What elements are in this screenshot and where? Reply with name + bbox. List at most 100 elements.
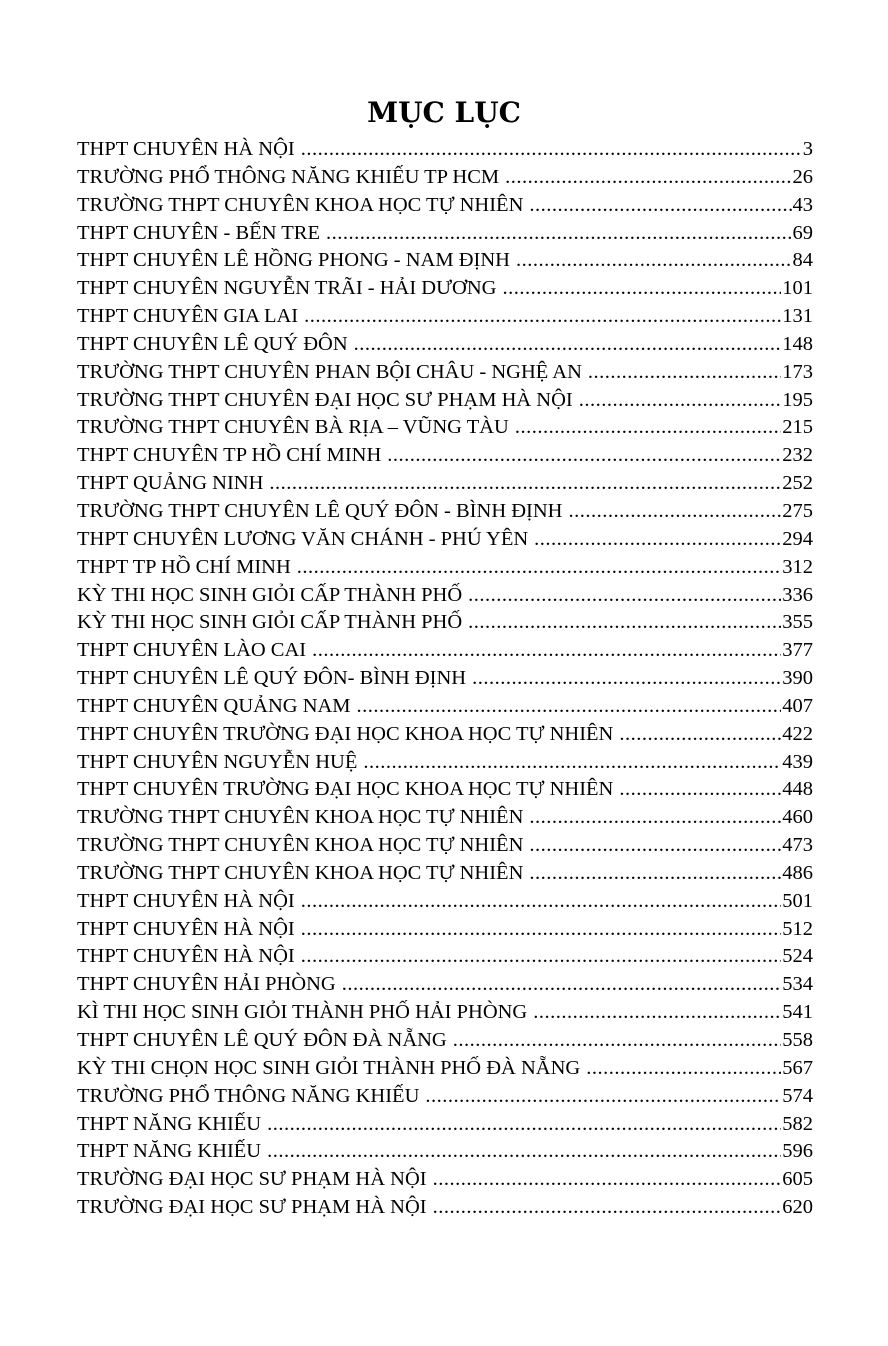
toc-entry[interactable]: THPT CHUYÊN LÊ QUÝ ĐÔN- BÌNH ĐỊNH 390 <box>77 665 813 693</box>
toc-entry-title: THPT CHUYÊN LÊ QUÝ ĐÔN ĐÀ NẴNG <box>77 1029 447 1051</box>
toc-entry-page: 460 <box>782 806 813 829</box>
toc-entry[interactable]: KÌ THI HỌC SINH GIỎI THÀNH PHỐ HẢI PHÒNG… <box>77 999 813 1027</box>
toc-entry-title: THPT CHUYÊN HÀ NỘI <box>77 889 295 912</box>
toc-entry-title: THPT CHUYÊN LÊ HỒNG PHONG - NAM ĐỊNH <box>77 249 510 272</box>
dot-leader <box>301 136 802 164</box>
toc-entry-page: 355 <box>782 611 813 634</box>
toc-entry[interactable]: KỲ THI CHỌN HỌC SINH GIỎI THÀNH PHỐ ĐÀ N… <box>77 1055 813 1083</box>
toc-entry[interactable]: TRƯỜNG THPT CHUYÊN PHAN BỘI CHÂU - NGHỆ … <box>77 359 813 387</box>
toc-entry[interactable]: KỲ THI HỌC SINH GIỎI CẤP THÀNH PHỐ 336 <box>77 582 813 610</box>
toc-entry-title: KÌ THI HỌC SINH GIỎI THÀNH PHỐ HẢI PHÒNG <box>77 1001 528 1024</box>
toc-entry[interactable]: THPT CHUYÊN TP HỒ CHÍ MINH 232 <box>77 442 813 470</box>
toc-entry[interactable]: TRƯỜNG THPT CHUYÊN BÀ RỊA – VŨNG TÀU 215 <box>77 414 813 442</box>
toc-entry-page: 101 <box>782 277 813 300</box>
toc-entry-page: 232 <box>782 444 813 467</box>
toc-entry[interactable]: TRƯỜNG THPT CHUYÊN KHOA HỌC TỰ NHIÊN 43 <box>77 192 813 220</box>
dot-leader <box>515 414 781 442</box>
toc-entry[interactable]: THPT CHUYÊN - BẾN TRE 69 <box>77 220 813 248</box>
toc-entry[interactable]: THPT CHUYÊN LÊ QUÝ ĐÔN ĐÀ NẴNG 558 <box>77 1027 813 1055</box>
toc-entry[interactable]: THPT CHUYÊN LÀO CAI 377 <box>77 637 813 665</box>
dot-leader <box>516 247 792 275</box>
toc-entry[interactable]: THPT CHUYÊN NGUYỄN TRÃI - HẢI DƯƠNG 101 <box>77 275 813 303</box>
toc-entry-page: 501 <box>782 889 813 912</box>
toc-entry[interactable]: TRƯỜNG ĐẠI HỌC SƯ PHẠM HÀ NỘI 605 <box>77 1166 813 1194</box>
toc-entry[interactable]: THPT CHUYÊN TRƯỜNG ĐẠI HỌC KHOA HỌC TỰ N… <box>77 776 813 804</box>
toc-entry-page: 377 <box>782 639 813 662</box>
dot-leader <box>433 1194 782 1222</box>
toc-entry[interactable]: TRƯỜNG THPT CHUYÊN ĐẠI HỌC SƯ PHẠM HÀ NỘ… <box>77 387 813 415</box>
toc-entry[interactable]: TRƯỜNG PHỔ THÔNG NĂNG KHIẾU TP HCM 26 <box>77 164 813 192</box>
toc-entry[interactable]: THPT CHUYÊN LÊ HỒNG PHONG - NAM ĐỊNH 84 <box>77 247 813 275</box>
toc-entry[interactable]: THPT NĂNG KHIẾU 596 <box>77 1138 813 1166</box>
table-of-contents: THPT CHUYÊN HÀ NỘI 3 TRƯỜNG PHỔ THÔNG NĂNG… <box>77 136 813 1222</box>
toc-entry-page: 558 <box>782 1029 813 1051</box>
dot-leader <box>529 860 781 888</box>
toc-entry-title: THPT CHUYÊN LÊ QUÝ ĐÔN <box>77 332 348 355</box>
toc-entry-title: THPT CHUYÊN TP HỒ CHÍ MINH <box>77 444 382 467</box>
dot-leader <box>425 1083 781 1111</box>
toc-entry-page: 541 <box>782 1001 813 1024</box>
toc-entry[interactable]: THPT CHUYÊN GIA LAI 131 <box>77 303 813 331</box>
dot-leader <box>301 916 782 944</box>
dot-leader <box>267 1111 781 1139</box>
toc-entry[interactable]: TRƯỜNG ĐẠI HỌC SƯ PHẠM HÀ NỘI 620 <box>77 1194 813 1222</box>
toc-entry-title: TRƯỜNG THPT CHUYÊN BÀ RỊA – VŨNG TÀU <box>77 416 509 439</box>
toc-entry-title: THPT CHUYÊN HẢI PHÒNG <box>77 973 336 996</box>
toc-entry-title: THPT CHUYÊN LƯƠNG VĂN CHÁNH - PHÚ YÊN <box>77 527 529 550</box>
toc-entry-page: 252 <box>782 472 813 495</box>
toc-entry[interactable]: THPT CHUYÊN HÀ NỘI 524 <box>77 943 813 971</box>
toc-entry-page: 486 <box>782 861 813 884</box>
toc-entry[interactable]: THPT CHUYÊN LÊ QUÝ ĐÔN 148 <box>77 331 813 359</box>
toc-entry-title: TRƯỜNG THPT CHUYÊN KHOA HỌC TỰ NHIÊN <box>77 861 524 884</box>
toc-entry-title: THPT CHUYÊN HÀ NỘI <box>77 945 295 968</box>
toc-entry-page: 336 <box>782 583 813 606</box>
toc-entry-page: 195 <box>782 388 813 411</box>
toc-entry[interactable]: KỲ THI HỌC SINH GIỎI CẤP THÀNH PHỐ 355 <box>77 609 813 637</box>
toc-entry-page: 26 <box>792 165 814 188</box>
dot-leader <box>304 303 781 331</box>
toc-entry[interactable]: THPT CHUYÊN QUẢNG NAM 407 <box>77 693 813 721</box>
toc-entry[interactable]: THPT QUẢNG NINH 252 <box>77 470 813 498</box>
toc-entry-title: TRƯỜNG THPT CHUYÊN KHOA HỌC TỰ NHIÊN <box>77 806 524 829</box>
dot-leader <box>453 1027 782 1055</box>
toc-entry[interactable]: TRƯỜNG THPT CHUYÊN KHOA HỌC TỰ NHIÊN 460 <box>77 804 813 832</box>
dot-leader <box>433 1166 782 1194</box>
toc-entry[interactable]: THPT CHUYÊN HÀ NỘI 501 <box>77 888 813 916</box>
toc-entry-title: KỲ THI HỌC SINH GIỎI CẤP THÀNH PHỐ <box>77 611 463 634</box>
toc-entry-title: TRƯỜNG THPT CHUYÊN PHAN BỘI CHÂU - NGHỆ … <box>77 360 582 383</box>
dot-leader <box>586 1055 781 1083</box>
toc-entry-page: 84 <box>792 249 814 272</box>
dot-leader <box>301 888 782 916</box>
toc-entry-page: 512 <box>782 917 813 940</box>
toc-entry[interactable]: TRƯỜNG THPT CHUYÊN KHOA HỌC TỰ NHIÊN 486 <box>77 860 813 888</box>
toc-entry[interactable]: TRƯỜNG THPT CHUYÊN LÊ QUÝ ĐÔN - BÌNH ĐỊN… <box>77 498 813 526</box>
toc-entry-page: 275 <box>782 499 813 522</box>
toc-entry-title: KỲ THI HỌC SINH GIỎI CẤP THÀNH PHỐ <box>77 583 463 606</box>
toc-entry-title: THPT CHUYÊN HÀ NỘI <box>77 917 295 940</box>
toc-entry-title: THPT CHUYÊN NGUYỄN HUỆ <box>77 750 358 773</box>
toc-entry[interactable]: THPT CHUYÊN HẢI PHÒNG 534 <box>77 971 813 999</box>
toc-entry-title: TRƯỜNG THPT CHUYÊN ĐẠI HỌC SƯ PHẠM HÀ NỘ… <box>77 388 573 411</box>
page-title: MỤC LỤC <box>367 96 521 129</box>
toc-entry[interactable]: THPT CHUYÊN LƯƠNG VĂN CHÁNH - PHÚ YÊN 294 <box>77 526 813 554</box>
toc-entry[interactable]: THPT CHUYÊN TRƯỜNG ĐẠI HỌC KHOA HỌC TỰ N… <box>77 721 813 749</box>
toc-entry-page: 524 <box>782 945 813 968</box>
toc-entry-title: THPT NĂNG KHIẾU <box>77 1112 262 1135</box>
toc-entry-title: THPT CHUYÊN LÊ QUÝ ĐÔN- BÌNH ĐỊNH <box>77 667 467 690</box>
toc-entry-title: TRƯỜNG THPT CHUYÊN LÊ QUÝ ĐÔN - BÌNH ĐỊN… <box>77 499 563 522</box>
toc-entry[interactable]: THPT TP HỒ CHÍ MINH 312 <box>77 554 813 582</box>
toc-entry-page: 439 <box>782 750 813 773</box>
toc-entry[interactable]: THPT NĂNG KHIẾU 582 <box>77 1111 813 1139</box>
dot-leader <box>502 275 781 303</box>
toc-entry[interactable]: THPT CHUYÊN HÀ NỘI 3 <box>77 136 813 164</box>
dot-leader <box>529 804 781 832</box>
dot-leader <box>568 498 781 526</box>
toc-entry[interactable]: TRƯỜNG PHỔ THÔNG NĂNG KHIẾU 574 <box>77 1083 813 1111</box>
toc-entry[interactable]: TRƯỜNG THPT CHUYÊN KHOA HỌC TỰ NHIÊN 473 <box>77 832 813 860</box>
toc-entry-page: 312 <box>782 555 813 578</box>
toc-entry[interactable]: THPT CHUYÊN NGUYỄN HUỆ 439 <box>77 749 813 777</box>
toc-entry-page: 605 <box>782 1168 813 1191</box>
toc-entry[interactable]: THPT CHUYÊN HÀ NỘI 512 <box>77 916 813 944</box>
toc-entry-page: 596 <box>782 1140 813 1163</box>
dot-leader <box>267 1138 781 1166</box>
